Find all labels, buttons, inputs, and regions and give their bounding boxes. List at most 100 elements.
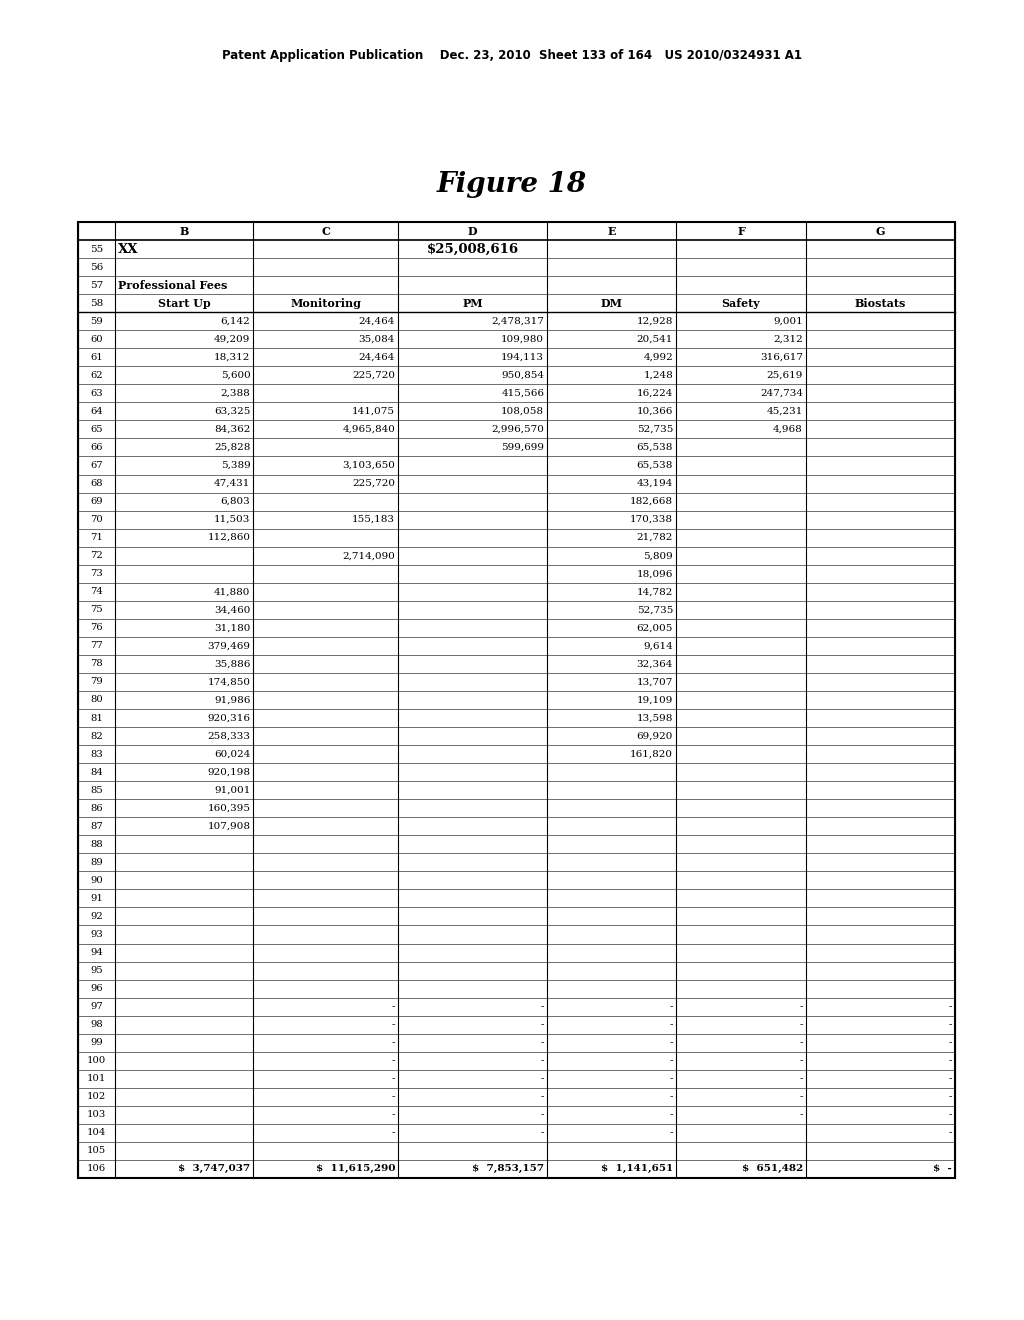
Text: 13,598: 13,598 bbox=[637, 714, 673, 722]
Text: 61: 61 bbox=[90, 352, 102, 362]
Text: -: - bbox=[800, 1056, 803, 1065]
Text: 56: 56 bbox=[90, 263, 103, 272]
Text: 9,001: 9,001 bbox=[773, 317, 803, 326]
Text: 60: 60 bbox=[90, 335, 102, 343]
Text: 4,968: 4,968 bbox=[773, 425, 803, 434]
Text: 84,362: 84,362 bbox=[214, 425, 251, 434]
Text: -: - bbox=[800, 1074, 803, 1084]
Text: 69: 69 bbox=[90, 498, 102, 506]
Bar bbox=[78, 222, 955, 1177]
Text: 90: 90 bbox=[90, 876, 102, 884]
Text: 68: 68 bbox=[90, 479, 102, 488]
Text: 77: 77 bbox=[90, 642, 102, 651]
Text: -: - bbox=[948, 1074, 952, 1084]
Text: 41,880: 41,880 bbox=[214, 587, 251, 597]
Text: Monitoring: Monitoring bbox=[290, 298, 361, 309]
Text: -: - bbox=[948, 1110, 952, 1119]
Text: -: - bbox=[541, 1056, 544, 1065]
Text: 91,986: 91,986 bbox=[214, 696, 251, 705]
Text: 75: 75 bbox=[90, 606, 102, 614]
Text: $  1,141,651: $ 1,141,651 bbox=[601, 1164, 673, 1173]
Text: 31,180: 31,180 bbox=[214, 623, 251, 632]
Text: 4,965,840: 4,965,840 bbox=[342, 425, 395, 434]
Text: 91: 91 bbox=[90, 894, 102, 903]
Text: -: - bbox=[800, 1093, 803, 1101]
Text: 9,614: 9,614 bbox=[643, 642, 673, 651]
Text: 107,908: 107,908 bbox=[208, 822, 251, 830]
Text: -: - bbox=[391, 1056, 395, 1065]
Text: -: - bbox=[670, 1039, 673, 1047]
Text: Professional Fees: Professional Fees bbox=[118, 280, 227, 290]
Text: 63,325: 63,325 bbox=[214, 407, 251, 416]
Text: 11,503: 11,503 bbox=[214, 515, 251, 524]
Text: 12,928: 12,928 bbox=[637, 317, 673, 326]
Text: -: - bbox=[541, 1129, 544, 1138]
Text: 379,469: 379,469 bbox=[208, 642, 251, 651]
Text: 76: 76 bbox=[90, 623, 102, 632]
Text: -: - bbox=[670, 1110, 673, 1119]
Text: 65,538: 65,538 bbox=[637, 444, 673, 451]
Text: 14,782: 14,782 bbox=[637, 587, 673, 597]
Text: 88: 88 bbox=[90, 840, 102, 849]
Text: 52,735: 52,735 bbox=[637, 425, 673, 434]
Text: 58: 58 bbox=[90, 298, 103, 308]
Text: 25,828: 25,828 bbox=[214, 444, 251, 451]
Text: 65: 65 bbox=[90, 425, 102, 434]
Text: $  11,615,290: $ 11,615,290 bbox=[315, 1164, 395, 1173]
Text: 105: 105 bbox=[87, 1147, 106, 1155]
Text: 247,734: 247,734 bbox=[760, 389, 803, 397]
Text: 35,084: 35,084 bbox=[358, 335, 395, 343]
Text: 920,198: 920,198 bbox=[208, 768, 251, 776]
Text: 2,478,317: 2,478,317 bbox=[492, 317, 544, 326]
Text: 3,103,650: 3,103,650 bbox=[342, 461, 395, 470]
Text: 82: 82 bbox=[90, 731, 102, 741]
Text: -: - bbox=[541, 1074, 544, 1084]
Text: 70: 70 bbox=[90, 515, 102, 524]
Text: -: - bbox=[391, 1110, 395, 1119]
Text: 170,338: 170,338 bbox=[630, 515, 673, 524]
Text: 85: 85 bbox=[90, 785, 102, 795]
Text: 60,024: 60,024 bbox=[214, 750, 251, 759]
Text: E: E bbox=[607, 226, 615, 236]
Text: 78: 78 bbox=[90, 660, 102, 668]
Text: 43,194: 43,194 bbox=[637, 479, 673, 488]
Text: -: - bbox=[541, 1093, 544, 1101]
Text: 86: 86 bbox=[90, 804, 102, 813]
Text: 72: 72 bbox=[90, 552, 102, 560]
Text: -: - bbox=[670, 1093, 673, 1101]
Text: 96: 96 bbox=[90, 985, 102, 993]
Text: -: - bbox=[391, 1074, 395, 1084]
Text: -: - bbox=[391, 1093, 395, 1101]
Text: 49,209: 49,209 bbox=[214, 335, 251, 343]
Text: 174,850: 174,850 bbox=[208, 677, 251, 686]
Text: -: - bbox=[391, 1020, 395, 1030]
Text: 79: 79 bbox=[90, 677, 102, 686]
Text: 920,316: 920,316 bbox=[208, 714, 251, 722]
Text: 99: 99 bbox=[90, 1039, 102, 1047]
Text: 67: 67 bbox=[90, 461, 102, 470]
Text: 155,183: 155,183 bbox=[352, 515, 395, 524]
Text: 81: 81 bbox=[90, 714, 102, 722]
Text: -: - bbox=[541, 1002, 544, 1011]
Text: 64: 64 bbox=[90, 407, 102, 416]
Text: 84: 84 bbox=[90, 768, 102, 776]
Text: PM: PM bbox=[463, 298, 483, 309]
Text: 104: 104 bbox=[87, 1129, 106, 1138]
Text: 103: 103 bbox=[87, 1110, 106, 1119]
Text: 102: 102 bbox=[87, 1093, 106, 1101]
Text: C: C bbox=[322, 226, 330, 236]
Text: 21,782: 21,782 bbox=[637, 533, 673, 543]
Text: Biostats: Biostats bbox=[855, 298, 906, 309]
Text: -: - bbox=[800, 1039, 803, 1047]
Text: 65,538: 65,538 bbox=[637, 461, 673, 470]
Text: 13,707: 13,707 bbox=[637, 677, 673, 686]
Text: -: - bbox=[670, 1002, 673, 1011]
Text: 62,005: 62,005 bbox=[637, 623, 673, 632]
Text: 106: 106 bbox=[87, 1164, 105, 1173]
Text: 35,886: 35,886 bbox=[214, 660, 251, 668]
Text: 97: 97 bbox=[90, 1002, 102, 1011]
Text: -: - bbox=[800, 1020, 803, 1030]
Text: 74: 74 bbox=[90, 587, 102, 597]
Text: 5,389: 5,389 bbox=[220, 461, 251, 470]
Text: 194,113: 194,113 bbox=[501, 352, 544, 362]
